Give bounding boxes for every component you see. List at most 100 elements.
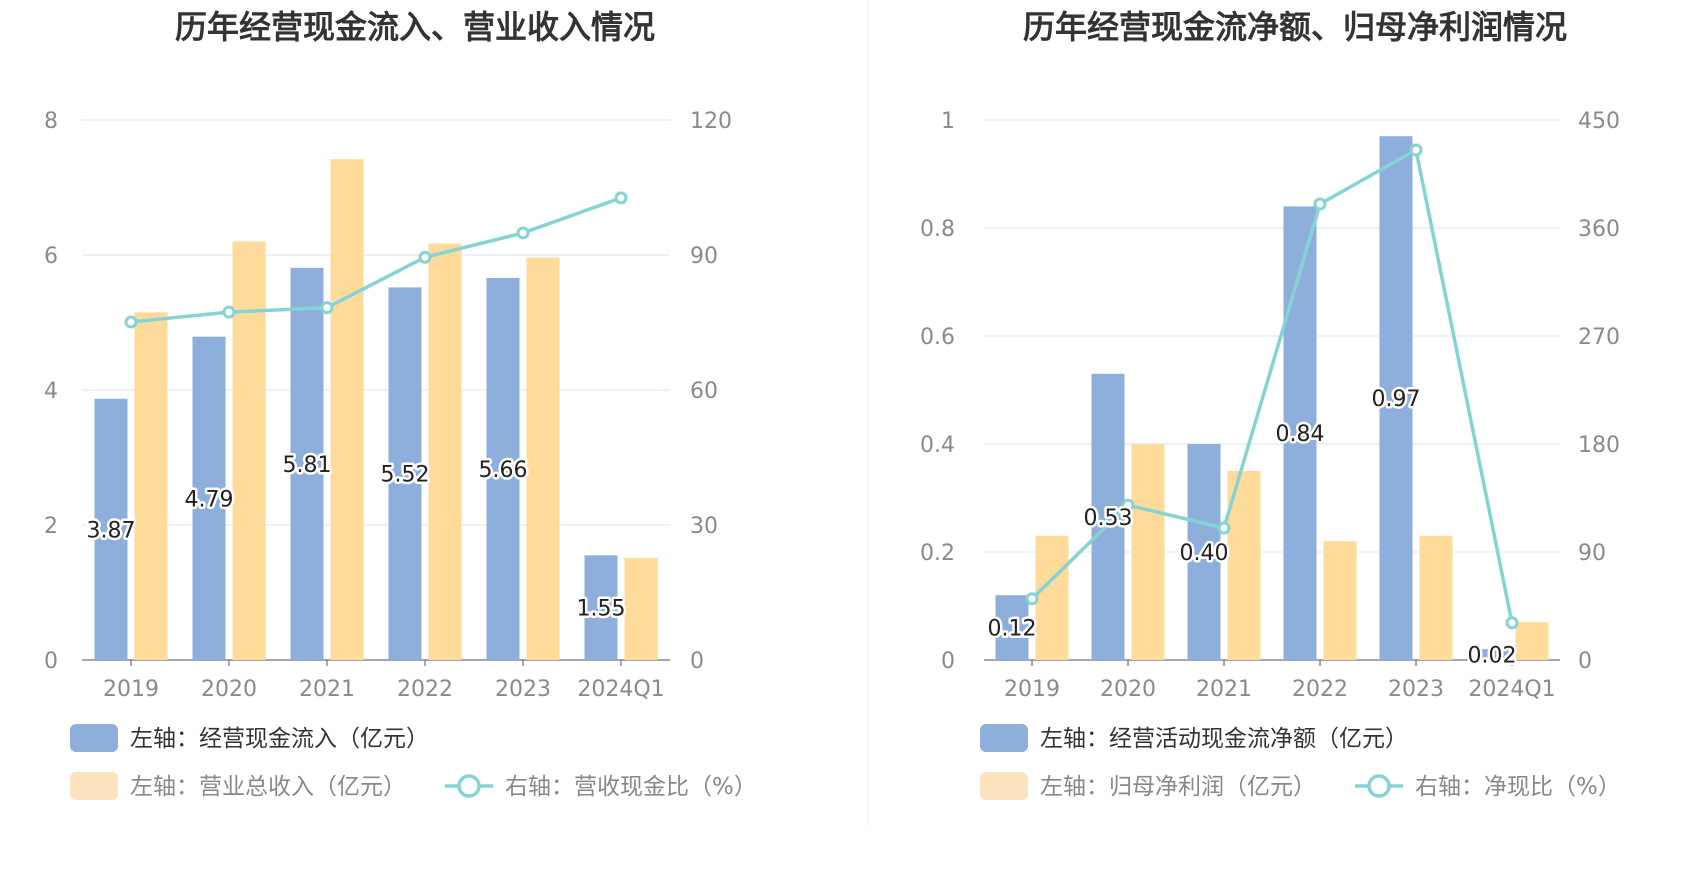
legend-label: 左轴：归母净利润（亿元） bbox=[1040, 774, 1316, 800]
bar-secondary bbox=[1035, 535, 1069, 660]
legend-swatch bbox=[70, 772, 118, 800]
bar-secondary bbox=[232, 241, 266, 660]
ratio-line-point bbox=[1217, 521, 1231, 535]
bar-secondary bbox=[134, 312, 168, 660]
chart-title: 历年经营现金流净额、归母净利润情况 bbox=[1023, 8, 1567, 46]
right-axis-tick: 0 bbox=[1578, 649, 1592, 674]
ratio-line-point bbox=[418, 250, 432, 264]
bar-primary bbox=[1091, 373, 1125, 660]
bar-primary bbox=[1475, 649, 1509, 660]
right-axis-tick: 270 bbox=[1578, 325, 1620, 350]
x-axis-tick-label: 2024Q1 bbox=[577, 677, 664, 702]
ratio-line bbox=[130, 196, 622, 324]
legend-label: 右轴：净现比（%） bbox=[1415, 774, 1621, 800]
bar-data-label: 0.97 bbox=[1372, 387, 1421, 412]
bar-secondary bbox=[330, 159, 364, 660]
left-axis-tick: 0.2 bbox=[920, 541, 955, 566]
left-axis-tick: 0 bbox=[941, 649, 955, 674]
chart-panel-2: 历年经营现金流净额、归母净利润情况 0 0.2 0.4 0.6 0.8 1 0 90 180 270… bbox=[920, 8, 1621, 800]
legend-label: 左轴：经营活动现金流净额（亿元） bbox=[1040, 726, 1408, 752]
left-axis-tick: 1 bbox=[941, 109, 955, 134]
ratio-line-point bbox=[320, 301, 334, 315]
bar-primary bbox=[995, 595, 1029, 660]
legend-line-marker bbox=[1367, 774, 1391, 798]
bar-data-label: 0.53 bbox=[1084, 506, 1133, 531]
chart-title: 历年经营现金流入、营业收入情况 bbox=[175, 8, 655, 46]
legend-line-marker bbox=[457, 774, 481, 798]
bar-primary bbox=[1187, 444, 1221, 660]
left-axis-tick: 0.4 bbox=[920, 433, 955, 458]
x-axis-tick-label: 2019 bbox=[103, 677, 159, 702]
bar-data-label: 3.87 bbox=[87, 518, 136, 543]
bar-secondary bbox=[1131, 444, 1165, 660]
x-axis-tick-label: 2022 bbox=[397, 677, 453, 702]
left-axis-tick: 0 bbox=[44, 649, 58, 674]
x-axis-tick-label: 2021 bbox=[299, 677, 355, 702]
x-axis-tick-label: 2022 bbox=[1292, 677, 1348, 702]
bar-primary bbox=[486, 277, 520, 660]
right-axis-tick: 450 bbox=[1578, 109, 1620, 134]
right-axis-tick: 60 bbox=[690, 379, 718, 404]
right-axis-tick: 90 bbox=[1578, 541, 1606, 566]
x-axis-tick-label: 2020 bbox=[201, 677, 257, 702]
ratio-line-point bbox=[1505, 616, 1519, 630]
bar-data-label: 0.02 bbox=[1468, 644, 1517, 669]
bar-secondary bbox=[624, 558, 658, 660]
bar-secondary bbox=[1515, 622, 1549, 660]
legend-label: 右轴：营收现金比（%） bbox=[505, 774, 757, 800]
legend-label: 左轴：经营现金流入（亿元） bbox=[130, 726, 429, 752]
bar-secondary bbox=[526, 257, 560, 660]
bar-primary bbox=[192, 336, 226, 660]
legend-swatch bbox=[980, 772, 1028, 800]
bar-data-label: 0.40 bbox=[1180, 541, 1229, 566]
bar-data-label: 5.81 bbox=[283, 453, 332, 478]
right-axis-tick: 360 bbox=[1578, 217, 1620, 242]
bar-primary bbox=[584, 555, 618, 660]
bar-secondary bbox=[1419, 535, 1453, 660]
ratio-line-point bbox=[222, 305, 236, 319]
right-axis-tick: 180 bbox=[1578, 433, 1620, 458]
x-axis-tick-label: 2023 bbox=[495, 677, 551, 702]
right-axis-tick: 90 bbox=[690, 244, 718, 269]
bar-data-label: 5.52 bbox=[381, 463, 430, 488]
x-axis-tick-label: 2019 bbox=[1004, 677, 1060, 702]
left-axis-tick: 2 bbox=[44, 514, 58, 539]
ratio-line-point bbox=[614, 191, 628, 205]
ratio-line bbox=[1030, 148, 1514, 624]
x-axis-tick-label: 2023 bbox=[1388, 677, 1444, 702]
x-axis-tick-label: 2020 bbox=[1100, 677, 1156, 702]
left-axis-tick: 6 bbox=[44, 244, 58, 269]
ratio-line-point bbox=[124, 315, 138, 329]
ratio-line-point bbox=[1025, 592, 1039, 606]
bar-primary bbox=[1379, 136, 1413, 660]
ratio-line-point bbox=[1409, 143, 1423, 157]
x-axis-tick-label: 2024Q1 bbox=[1468, 677, 1555, 702]
bar-secondary bbox=[428, 243, 462, 660]
legend-swatch bbox=[70, 724, 118, 752]
right-axis-tick: 30 bbox=[690, 514, 718, 539]
bar-data-label: 4.79 bbox=[185, 487, 234, 512]
bar-primary bbox=[94, 398, 128, 660]
bar-data-label: 0.84 bbox=[1276, 422, 1325, 447]
right-axis-tick: 120 bbox=[690, 109, 732, 134]
bar-data-label: 1.55 bbox=[577, 597, 626, 622]
ratio-line-point bbox=[1121, 498, 1135, 512]
left-axis-tick: 0.6 bbox=[920, 325, 955, 350]
ratio-line-point bbox=[516, 226, 530, 240]
x-axis-tick-label: 2021 bbox=[1196, 677, 1252, 702]
bar-primary bbox=[1283, 206, 1317, 660]
left-axis-tick: 8 bbox=[44, 109, 58, 134]
left-axis-tick: 4 bbox=[44, 379, 58, 404]
left-axis-tick: 0.8 bbox=[920, 217, 955, 242]
bar-secondary bbox=[1323, 541, 1357, 660]
ratio-line-point bbox=[1313, 197, 1327, 211]
bar-primary bbox=[290, 267, 324, 660]
right-axis-tick: 0 bbox=[690, 649, 704, 674]
bar-data-label: 0.12 bbox=[988, 617, 1037, 642]
bar-data-label: 5.66 bbox=[479, 458, 528, 483]
legend-label: 左轴：营业总收入（亿元） bbox=[130, 774, 406, 800]
bar-primary bbox=[388, 287, 422, 660]
legend-swatch bbox=[980, 724, 1028, 752]
